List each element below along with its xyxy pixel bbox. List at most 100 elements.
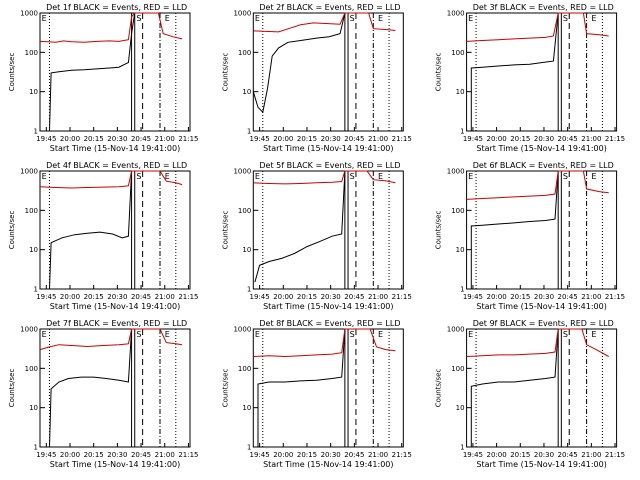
x-tick-label: 20:45 — [131, 451, 151, 459]
y-tick-label: 10 — [29, 88, 38, 96]
x-tick-label: 19:45 — [463, 293, 483, 301]
event-marker: E — [165, 14, 170, 23]
x-tick-label: 21:15 — [605, 293, 625, 301]
event-marker: E — [591, 14, 596, 23]
series-line-events — [49, 328, 133, 448]
event-marker: E — [378, 14, 383, 23]
series-line-events — [254, 170, 346, 283]
x-tick-label: 21:15 — [178, 135, 198, 143]
y-axis-label: Counts/sec — [221, 211, 229, 250]
x-tick-label: 21:15 — [605, 135, 625, 143]
x-tick-label: 20:45 — [344, 135, 364, 143]
x-tick-label: 20:45 — [131, 135, 151, 143]
x-tick-label: 20:15 — [297, 451, 317, 459]
y-tick-label: 1 — [34, 128, 38, 136]
series-line-events — [470, 328, 559, 447]
y-tick-label: 1000 — [447, 168, 465, 176]
x-tick-label: 19:45 — [463, 135, 483, 143]
x-tick-label: 19:45 — [463, 451, 483, 459]
y-tick-label: 1 — [34, 444, 38, 452]
y-tick-label: 1 — [247, 444, 251, 452]
y-tick-label: 10 — [242, 404, 251, 412]
x-tick-label: 20:45 — [344, 293, 364, 301]
x-tick-label: 21:00 — [368, 135, 388, 143]
x-tick-label: 20:45 — [131, 293, 151, 301]
y-tick-label: 1 — [460, 286, 464, 294]
series-line-events — [470, 170, 559, 289]
series-line-lld — [466, 12, 609, 42]
x-tick-label: 20:30 — [107, 451, 127, 459]
x-tick-label: 21:00 — [581, 451, 601, 459]
x-tick-label: 20:00 — [487, 293, 507, 301]
panel-title: Det 5f BLACK = Events, RED = LLD — [259, 161, 400, 170]
y-tick-label: 10 — [456, 404, 465, 412]
x-tick-label: 20:30 — [321, 135, 341, 143]
y-axis-label: Counts/sec — [435, 53, 443, 92]
x-tick-label: 19:45 — [250, 135, 270, 143]
event-marker: E — [165, 172, 170, 181]
x-tick-label: 21:00 — [155, 135, 175, 143]
x-tick-label: 21:00 — [368, 451, 388, 459]
series-line-lld — [253, 328, 396, 358]
x-tick-label: 21:15 — [392, 293, 412, 301]
y-axis-label: Counts/sec — [8, 53, 16, 92]
x-tick-label: 20:30 — [107, 135, 127, 143]
panel-title: Det 4f BLACK = Events, RED = LLD — [46, 161, 187, 170]
series-line-events — [252, 12, 346, 114]
x-tick-label: 20:15 — [84, 135, 104, 143]
x-axis-label: Start Time (15-Nov-14 19:41:00) — [476, 460, 606, 469]
detector-panel-4: Det 4f BLACK = Events, RED = LLD E S E 1 10 10… — [8, 161, 199, 311]
y-tick-label: 1000 — [447, 10, 465, 18]
series-line-events — [40, 12, 136, 132]
event-marker: S — [563, 172, 568, 181]
series-line-lld — [39, 12, 183, 43]
series-line-lld — [253, 170, 396, 185]
y-axis-label: Counts/sec — [435, 211, 443, 250]
x-axis-label: Start Time (15-Nov-14 19:41:00) — [476, 144, 606, 153]
x-axis-label: Start Time (15-Nov-14 19:41:00) — [263, 460, 393, 469]
event-marker: E — [255, 172, 260, 181]
event-marker: S — [136, 14, 141, 23]
y-tick-label: 100 — [25, 49, 38, 57]
x-axis-label: Start Time (15-Nov-14 19:41:00) — [50, 144, 180, 153]
y-tick-label: 100 — [25, 207, 38, 215]
y-tick-label: 1 — [247, 128, 251, 136]
event-marker: S — [350, 330, 355, 339]
x-tick-label: 20:15 — [510, 135, 530, 143]
event-marker: S — [350, 14, 355, 23]
event-marker: E — [591, 172, 596, 181]
x-tick-label: 20:30 — [321, 293, 341, 301]
x-tick-label: 20:00 — [60, 451, 80, 459]
y-tick-label: 1000 — [20, 168, 38, 176]
panel-title: Det 8f BLACK = Events, RED = LLD — [259, 319, 400, 328]
x-tick-label: 20:30 — [321, 451, 341, 459]
x-tick-label: 20:15 — [510, 451, 530, 459]
x-tick-label: 19:45 — [250, 451, 270, 459]
x-axis-label: Start Time (15-Nov-14 19:41:00) — [476, 302, 606, 311]
y-tick-label: 100 — [451, 49, 464, 57]
x-tick-label: 21:15 — [178, 451, 198, 459]
x-tick-label: 20:45 — [558, 293, 578, 301]
event-marker: E — [378, 330, 383, 339]
y-tick-label: 100 — [451, 207, 464, 215]
x-tick-label: 19:45 — [36, 293, 56, 301]
series-line-events — [470, 12, 559, 131]
y-tick-label: 10 — [456, 246, 465, 254]
y-tick-label: 100 — [451, 365, 464, 373]
plot-frame — [466, 12, 618, 132]
event-marker: S — [563, 14, 568, 23]
x-tick-label: 20:15 — [510, 293, 530, 301]
y-axis-label: Counts/sec — [435, 369, 443, 408]
x-tick-label: 21:15 — [178, 293, 198, 301]
detector-panel-7: Det 7f BLACK = Events, RED = LLD E S E 1 10 10… — [8, 319, 199, 469]
plot-frame — [39, 12, 191, 132]
plot-frame — [466, 328, 618, 448]
x-tick-label: 20:15 — [297, 135, 317, 143]
detector-panel-1: Det 1f BLACK = Events, RED = LLD E S E 1 10 10… — [8, 3, 199, 153]
panel-title: Det 6f BLACK = Events, RED = LLD — [473, 161, 614, 170]
y-axis-label: Counts/sec — [221, 53, 229, 92]
panel-title: Det 2f BLACK = Events, RED = LLD — [259, 3, 400, 12]
panel-title: Det 3f BLACK = Events, RED = LLD — [473, 3, 614, 12]
